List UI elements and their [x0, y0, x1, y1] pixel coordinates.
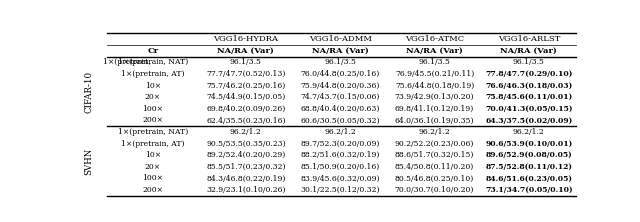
Text: 80.5/46.8(0.25/0.10): 80.5/46.8(0.25/0.10)	[395, 174, 474, 182]
Text: 90.6/53.9(0.10/0.01): 90.6/53.9(0.10/0.01)	[485, 140, 572, 148]
Text: 1×(pretrain, NAT): 1×(pretrain, NAT)	[118, 58, 188, 66]
Text: 100×: 100×	[143, 105, 163, 113]
Text: 64.3/37.5(0.02/0.09): 64.3/37.5(0.02/0.09)	[485, 117, 572, 125]
Text: 89.7/52.3(0.20/0.09): 89.7/52.3(0.20/0.09)	[301, 140, 380, 148]
Text: 60.6/30.5(0.05/0.32): 60.6/30.5(0.05/0.32)	[300, 117, 380, 125]
Text: 20×: 20×	[145, 93, 161, 101]
Text: 90.5/53.5(0.35/0.23): 90.5/53.5(0.35/0.23)	[206, 140, 285, 148]
Text: 10×: 10×	[145, 151, 161, 159]
Text: 100×: 100×	[143, 174, 163, 182]
Text: 20×: 20×	[145, 163, 161, 171]
Text: 77.8/47.7(0.29/0.10): 77.8/47.7(0.29/0.10)	[485, 70, 573, 78]
Text: 96.1/3.5: 96.1/3.5	[419, 58, 451, 66]
Text: 200×: 200×	[143, 186, 163, 194]
Text: VGG16-HYDRA: VGG16-HYDRA	[213, 35, 278, 43]
Text: 88.2/51.6(0.32/0.19): 88.2/51.6(0.32/0.19)	[301, 151, 380, 159]
Text: 73.1/34.7(0.05/0.10): 73.1/34.7(0.05/0.10)	[485, 186, 573, 194]
Text: 96.2/1.2: 96.2/1.2	[513, 128, 545, 136]
Text: 88.6/51.7(0.32/0.15): 88.6/51.7(0.32/0.15)	[395, 151, 474, 159]
Text: 76.6/46.3(0.18/0.03): 76.6/46.3(0.18/0.03)	[485, 82, 572, 90]
Text: 75.6/44.8(0.18/0.19): 75.6/44.8(0.18/0.19)	[395, 82, 474, 90]
Text: 1×(pretrain,: 1×(pretrain,	[103, 58, 153, 66]
Text: 30.1/22.5(0.12/0.32): 30.1/22.5(0.12/0.32)	[300, 186, 380, 194]
Text: 69.8/41.1(0.12/0.19): 69.8/41.1(0.12/0.19)	[395, 105, 474, 113]
Text: 76.9/45.5(0.21/0.11): 76.9/45.5(0.21/0.11)	[395, 70, 474, 78]
Text: 1×(pretrain, AT): 1×(pretrain, AT)	[121, 70, 185, 78]
Text: 84.3/46.8(0.22/0.19): 84.3/46.8(0.22/0.19)	[206, 174, 285, 182]
Text: 96.2/1.2: 96.2/1.2	[324, 128, 356, 136]
Text: VGG16-ATMC: VGG16-ATMC	[405, 35, 464, 43]
Text: 200×: 200×	[143, 117, 163, 125]
Text: 75.9/44.8(0.20/0.36): 75.9/44.8(0.20/0.36)	[301, 82, 380, 90]
Text: 73.9/42.9(0.13/0.20): 73.9/42.9(0.13/0.20)	[395, 93, 474, 101]
Text: NA/RA (Var): NA/RA (Var)	[312, 47, 369, 55]
Text: 96.2/1.2: 96.2/1.2	[419, 128, 451, 136]
Text: Cr: Cr	[147, 47, 159, 55]
Text: 85.1/50.9(0.20/0.16): 85.1/50.9(0.20/0.16)	[301, 163, 380, 171]
Text: 89.2/52.4(0.20/0.29): 89.2/52.4(0.20/0.29)	[206, 151, 285, 159]
Text: 96.1/3.5: 96.1/3.5	[230, 58, 262, 66]
Text: 96.1/3.5: 96.1/3.5	[324, 58, 356, 66]
Text: 76.0/44.8(0.25/0.16): 76.0/44.8(0.25/0.16)	[301, 70, 380, 78]
Text: 75.8/45.6(0.11/0.01): 75.8/45.6(0.11/0.01)	[485, 93, 572, 101]
Text: 89.6/52.9(0.08/0.05): 89.6/52.9(0.08/0.05)	[486, 151, 572, 159]
Text: NA/RA (Var): NA/RA (Var)	[218, 47, 274, 55]
Text: 64.0/36.1(0.19/0.35): 64.0/36.1(0.19/0.35)	[395, 117, 474, 125]
Text: 1×(pretrain, AT): 1×(pretrain, AT)	[121, 140, 185, 148]
Text: 69.8/40.2(0.09/0.26): 69.8/40.2(0.09/0.26)	[206, 105, 285, 113]
Text: NA/RA (Var): NA/RA (Var)	[406, 47, 463, 55]
Text: 77.7/47.7(0.52/0.13): 77.7/47.7(0.52/0.13)	[206, 70, 285, 78]
Text: SVHN: SVHN	[84, 147, 93, 175]
Text: 74.5/44.9(0.15/0.05): 74.5/44.9(0.15/0.05)	[206, 93, 285, 101]
Text: 10×: 10×	[145, 82, 161, 90]
Text: 96.2/1.2: 96.2/1.2	[230, 128, 262, 136]
Text: 87.5/52.8(0.11/0.12): 87.5/52.8(0.11/0.12)	[485, 163, 572, 171]
Text: 85.4/50.8(0.11/0.20): 85.4/50.8(0.11/0.20)	[395, 163, 474, 171]
Text: 1×(pretrain, NAT): 1×(pretrain, NAT)	[118, 128, 188, 136]
Text: 96.1/3.5: 96.1/3.5	[513, 58, 545, 66]
Text: 74.7/43.7(0.15/0.06): 74.7/43.7(0.15/0.06)	[301, 93, 380, 101]
Text: VGG16-ARLST: VGG16-ARLST	[498, 35, 560, 43]
Text: 83.9/45.6(0.32/0.09): 83.9/45.6(0.32/0.09)	[300, 174, 380, 182]
Text: 85.5/51.7(0.23/0.32): 85.5/51.7(0.23/0.32)	[206, 163, 285, 171]
Text: 32.9/23.1(0.10/0.26): 32.9/23.1(0.10/0.26)	[206, 186, 285, 194]
Text: 70.0/30.7(0.10/0.20): 70.0/30.7(0.10/0.20)	[395, 186, 474, 194]
Text: VGG16-ADMM: VGG16-ADMM	[308, 35, 372, 43]
Text: 68.8/40.4(0.20/0.63): 68.8/40.4(0.20/0.63)	[301, 105, 380, 113]
Text: CIFAR-10: CIFAR-10	[84, 70, 93, 113]
Text: 70.0/41.3(0.05/0.15): 70.0/41.3(0.05/0.15)	[485, 105, 573, 113]
Text: NA/RA (Var): NA/RA (Var)	[500, 47, 557, 55]
Text: 84.6/51.6(0.23/0.05): 84.6/51.6(0.23/0.05)	[485, 174, 572, 182]
Text: 90.2/52.2(0.23/0.06): 90.2/52.2(0.23/0.06)	[395, 140, 474, 148]
Text: 75.7/46.2(0.25/0.16): 75.7/46.2(0.25/0.16)	[206, 82, 285, 90]
Text: 62.4/35.5(0.23/0.16): 62.4/35.5(0.23/0.16)	[206, 117, 285, 125]
